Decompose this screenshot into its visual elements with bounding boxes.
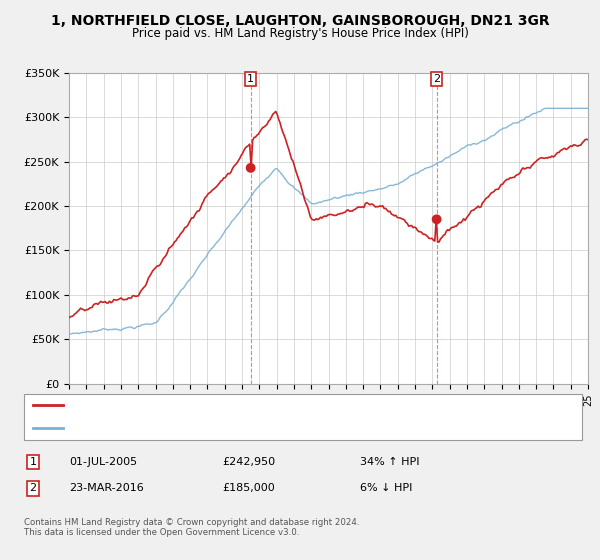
- Text: 34% ↑ HPI: 34% ↑ HPI: [360, 457, 419, 467]
- Text: 2: 2: [29, 483, 37, 493]
- Text: 1: 1: [247, 74, 254, 84]
- Text: 1: 1: [29, 457, 37, 467]
- Text: £185,000: £185,000: [222, 483, 275, 493]
- Text: HPI: Average price, detached house, West Lindsey: HPI: Average price, detached house, West…: [67, 423, 313, 433]
- Point: [432, 215, 442, 224]
- Text: 1, NORTHFIELD CLOSE, LAUGHTON, GAINSBOROUGH, DN21 3GR (detached house): 1, NORTHFIELD CLOSE, LAUGHTON, GAINSBORO…: [67, 400, 472, 410]
- Text: 1, NORTHFIELD CLOSE, LAUGHTON, GAINSBOROUGH, DN21 3GR: 1, NORTHFIELD CLOSE, LAUGHTON, GAINSBORO…: [50, 14, 550, 28]
- Text: 6% ↓ HPI: 6% ↓ HPI: [360, 483, 412, 493]
- Text: 23-MAR-2016: 23-MAR-2016: [69, 483, 144, 493]
- Text: 01-JUL-2005: 01-JUL-2005: [69, 457, 137, 467]
- Text: 2: 2: [433, 74, 440, 84]
- Point: [246, 164, 256, 172]
- Text: Contains HM Land Registry data © Crown copyright and database right 2024.
This d: Contains HM Land Registry data © Crown c…: [24, 518, 359, 538]
- Text: Price paid vs. HM Land Registry's House Price Index (HPI): Price paid vs. HM Land Registry's House …: [131, 27, 469, 40]
- Text: £242,950: £242,950: [222, 457, 275, 467]
